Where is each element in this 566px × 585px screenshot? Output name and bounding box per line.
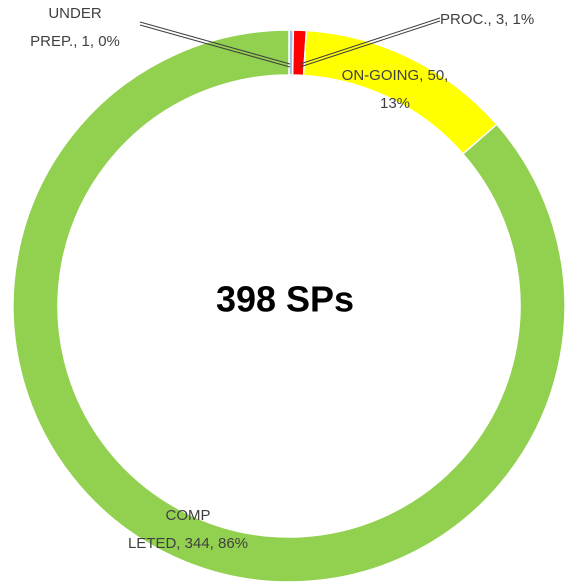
data-label: LETED, 344, 86% bbox=[128, 535, 248, 552]
donut bbox=[12, 29, 566, 583]
center-label: 398 SPs bbox=[216, 279, 354, 320]
leader-line bbox=[139, 21, 291, 65]
leader-line bbox=[299, 17, 441, 65]
leader-line bbox=[139, 24, 291, 68]
data-label: PROC., 3, 1% bbox=[440, 11, 534, 28]
data-label: UNDER bbox=[48, 5, 102, 22]
leader-line bbox=[299, 20, 441, 68]
data-label: PREP., 1, 0% bbox=[30, 33, 120, 50]
donut-segment bbox=[12, 29, 566, 583]
data-label: 13% bbox=[380, 95, 410, 112]
donut-segment bbox=[302, 29, 498, 156]
data-label: COMP bbox=[166, 507, 211, 524]
data-label: ON-GOING, 50, bbox=[342, 67, 449, 84]
